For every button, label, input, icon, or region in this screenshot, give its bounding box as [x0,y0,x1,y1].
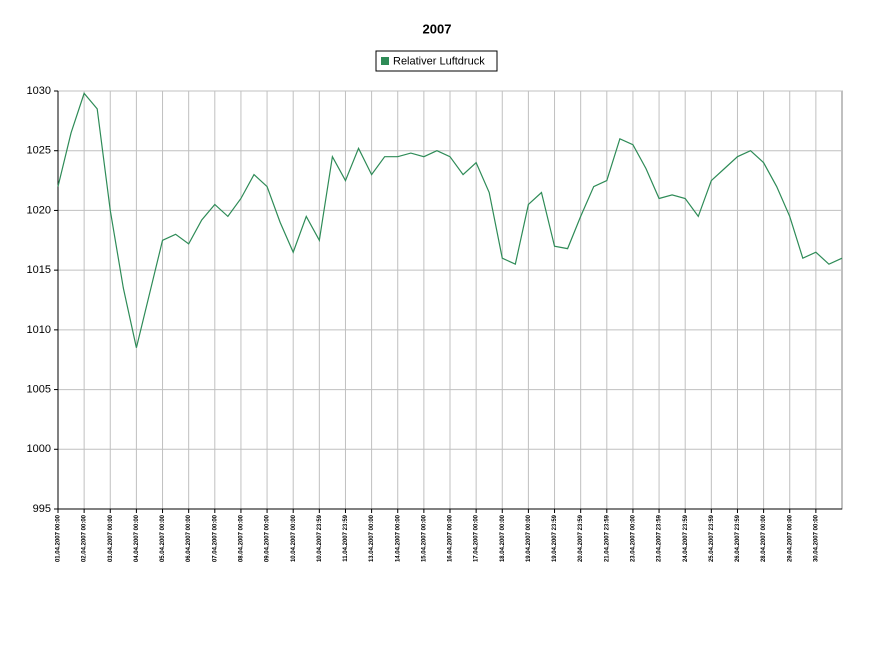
y-tick-label: 1015 [27,264,51,276]
x-tick-label: 03.04.2007 00:00 [108,514,114,562]
x-tick-label: 21.04.2007 23:59 [604,514,610,562]
x-tick-label: 01.04.2007 00:00 [56,514,62,562]
x-tick-label: 18.04.2007 00:00 [500,514,506,562]
x-tick-label: 15.04.2007 00:00 [421,514,427,562]
chart-title: 2007 [423,21,452,36]
x-tick-label: 02.04.2007 00:00 [82,514,88,562]
x-tick-label: 10.04.2007 00:00 [291,514,297,562]
x-tick-label: 28.04.2007 00:00 [761,514,767,562]
x-tick-label: 17.04.2007 00:00 [474,514,480,562]
y-tick-label: 995 [33,503,51,515]
x-tick-label: 10.04.2007 23:59 [317,514,323,562]
x-tick-label: 19.04.2007 23:59 [552,514,558,562]
x-tick-label: 06.04.2007 00:00 [186,514,192,562]
x-tick-label: 14.04.2007 00:00 [395,514,401,562]
x-tick-label: 05.04.2007 00:00 [160,514,166,562]
x-tick-label: 20.04.2007 23:59 [578,514,584,562]
y-tick-label: 1000 [27,443,51,455]
y-tick-label: 1020 [27,204,51,216]
x-tick-label: 25.04.2007 23:59 [709,514,715,562]
x-tick-label: 13.04.2007 00:00 [369,514,375,562]
x-tick-label: 16.04.2007 00:00 [448,514,454,562]
x-tick-label: 19.04.2007 00:00 [526,514,532,562]
legend-swatch [381,57,389,65]
data-line [57,92,843,348]
y-tick-label: 1030 [27,85,51,97]
x-tick-label: 24.04.2007 23:59 [683,514,689,562]
x-tick-label: 26.04.2007 23:59 [735,514,741,562]
x-tick-label: 09.04.2007 00:00 [265,514,271,562]
x-tick-label: 29.04.2007 00:00 [787,514,793,562]
x-tick-label: 30.04.2007 00:00 [813,514,819,562]
x-tick-label: 07.04.2007 00:00 [212,514,218,562]
x-tick-label: 04.04.2007 00:00 [134,514,140,562]
legend-box [375,50,498,72]
y-tick-label: 1025 [27,145,51,157]
x-tick-label: 11.04.2007 23:59 [343,514,349,561]
y-tick-label: 1005 [27,383,51,395]
legend-label: Relativer Luftdruck [393,55,485,67]
y-tick-label: 1010 [27,324,51,336]
x-tick-label: 23.04.2007 00:00 [631,514,637,562]
x-tick-label: 23.04.2007 23:59 [657,514,663,562]
x-tick-label: 08.04.2007 00:00 [239,514,245,562]
